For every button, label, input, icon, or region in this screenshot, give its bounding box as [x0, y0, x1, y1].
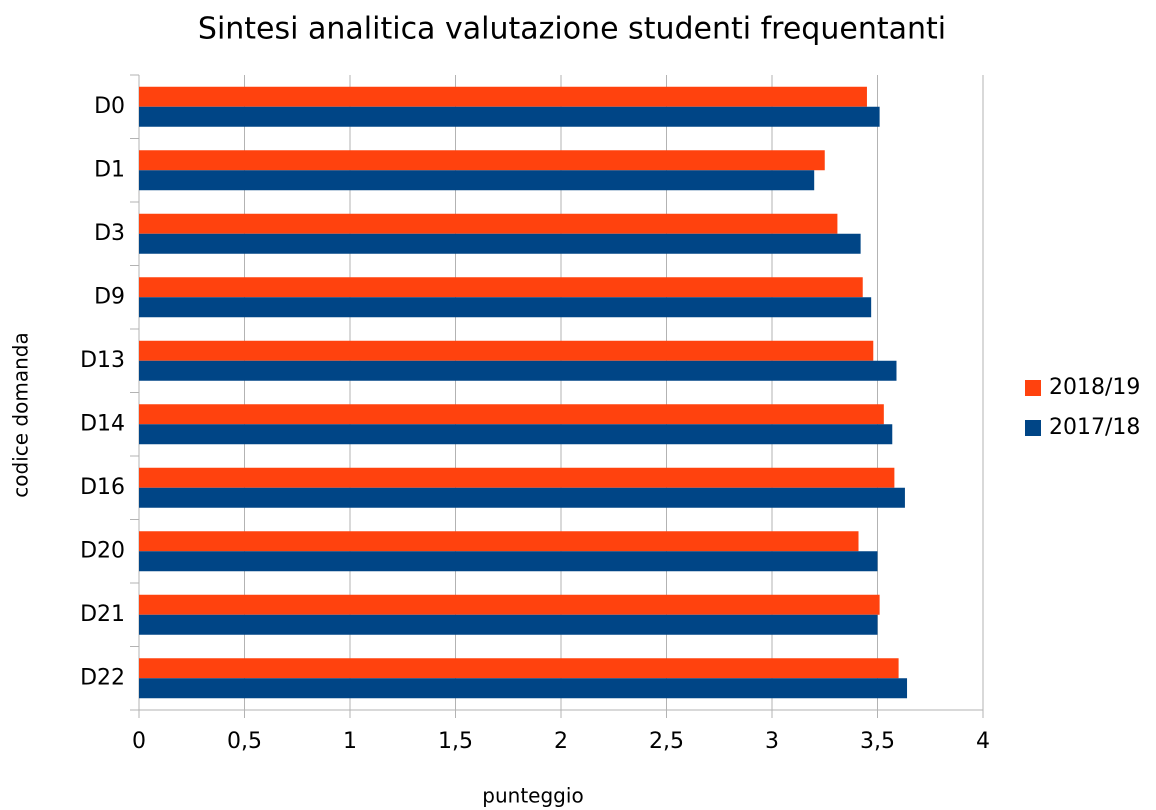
chart-title: Sintesi analitica valutazione studenti f…	[198, 12, 946, 47]
bar	[139, 658, 899, 679]
bar	[139, 360, 897, 381]
bar	[139, 594, 880, 615]
bar	[139, 277, 863, 298]
x-tick-label: 1,5	[438, 729, 473, 754]
y-tick-label: D3	[94, 221, 125, 246]
x-tick-label: 0	[132, 729, 146, 754]
bar	[139, 150, 825, 171]
legend-swatch	[1025, 380, 1041, 396]
bar	[139, 424, 893, 445]
y-tick-label: D21	[80, 602, 125, 627]
bar	[139, 213, 838, 234]
y-tick-label: D9	[94, 284, 125, 309]
y-tick-label: D22	[80, 665, 125, 690]
x-axis-label: punteggio	[482, 784, 583, 808]
legend-label: 2017/18	[1049, 415, 1140, 440]
x-tick-label: 4	[976, 729, 990, 754]
y-axis-label: codice domanda	[9, 332, 33, 497]
y-tick-label: D20	[80, 538, 125, 563]
bar	[139, 233, 861, 254]
legend-swatch	[1025, 420, 1041, 436]
x-tick-label: 1	[343, 729, 357, 754]
bar	[139, 86, 867, 107]
bar	[139, 678, 908, 699]
bar	[139, 487, 905, 508]
bar	[139, 404, 884, 425]
x-tick-label: 2,5	[649, 729, 684, 754]
legend-label: 2018/19	[1049, 375, 1140, 400]
x-tick-label: 3,5	[860, 729, 895, 754]
bar	[139, 551, 878, 572]
y-tick-label: D14	[80, 411, 125, 436]
bar	[139, 467, 895, 488]
bar	[139, 531, 859, 552]
y-tick-label: D1	[94, 157, 125, 182]
bar	[139, 340, 874, 361]
bar	[139, 106, 880, 127]
x-tick-label: 0,5	[227, 729, 262, 754]
y-tick-label: D16	[80, 475, 125, 500]
x-tick-label: 3	[765, 729, 779, 754]
bar	[139, 297, 872, 318]
bar	[139, 614, 878, 635]
y-tick-label: D0	[94, 94, 125, 119]
y-tick-label: D13	[80, 348, 125, 373]
x-tick-label: 2	[554, 729, 568, 754]
bar	[139, 170, 815, 191]
